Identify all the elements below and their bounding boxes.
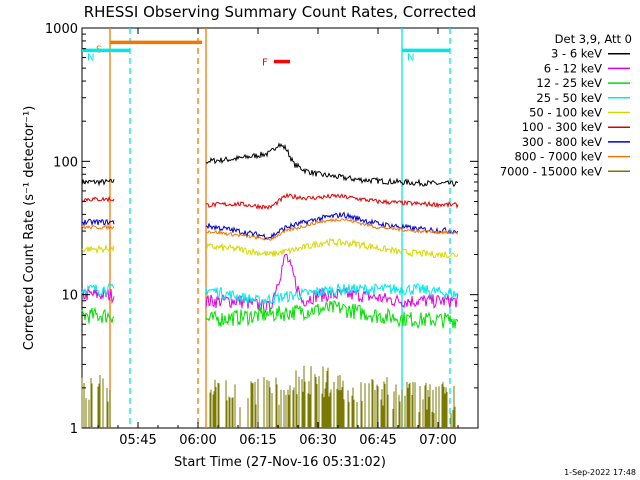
- y-tick-label: 10: [61, 289, 78, 304]
- series-group: [81, 142, 459, 428]
- series-25-50-kev-line: [81, 283, 115, 296]
- series-800-7000-kev-line: [81, 224, 115, 231]
- x-tick-label: 06:45: [359, 433, 396, 448]
- series-3-6-kev-line: [81, 178, 115, 187]
- annotation-f-label: F: [262, 58, 268, 69]
- annotation-n-label: N: [407, 52, 414, 63]
- series-12-25-kev-line: [81, 306, 115, 324]
- legend-label: 3 - 6 keV: [551, 47, 602, 61]
- plot-area: [81, 27, 479, 429]
- series-100-300-kev-line: [205, 192, 459, 211]
- legend-label: 6 - 12 keV: [544, 61, 602, 75]
- x-tick-label: 06:15: [239, 433, 276, 448]
- legend-header: Det 3,9, Att 0: [555, 32, 632, 46]
- series-300-800-kev-line: [205, 211, 459, 240]
- y-tick-label: 1: [70, 422, 78, 437]
- series-800-7000-kev-line: [205, 217, 459, 241]
- chart-title: RHESSI Observing Summary Count Rates, Co…: [84, 3, 477, 21]
- series-3-6-kev-line: [205, 142, 459, 188]
- legend-label: 7000 - 15000 keV: [500, 164, 602, 178]
- legend-label: 800 - 7000 keV: [514, 150, 602, 164]
- x-tick-label: 06:30: [299, 433, 336, 448]
- legend-label: 25 - 50 keV: [536, 91, 602, 105]
- footer-date: 1-Sep-2022 17:48: [564, 468, 636, 477]
- x-tick-label: 07:00: [419, 433, 456, 448]
- series-12-25-kev-line: [205, 300, 459, 330]
- x-axis: 05:45 06:00 06:15 06:30 06:45 07:00: [97, 28, 479, 448]
- annotation-n-label: N: [87, 52, 94, 63]
- series-50-100-kev-line: [81, 243, 115, 255]
- x-tick-label: 05:45: [119, 433, 156, 448]
- legend-label: 100 - 300 keV: [522, 120, 602, 134]
- y-axis-label: Corrected Count Rate (s⁻¹ detector⁻¹): [22, 106, 37, 351]
- series-25-50-kev-line: [205, 282, 459, 307]
- x-axis-label: Start Time (27-Nov-16 05:31:02): [174, 455, 386, 470]
- series-100-300-kev-line: [81, 196, 115, 203]
- plot-frame: [81, 27, 479, 429]
- y-axis: 1 10 100 1000: [45, 22, 478, 437]
- series-50-100-kev-line: [205, 237, 459, 259]
- series-300-800-kev-line: [81, 218, 115, 227]
- legend-label: 50 - 100 keV: [529, 106, 602, 120]
- legend-label: 300 - 800 keV: [522, 135, 602, 149]
- annotation-group: SNNF: [82, 40, 450, 69]
- y-tick-label: 100: [53, 155, 78, 170]
- legend-label: 12 - 25 keV: [536, 76, 602, 90]
- y-tick-label: 1000: [45, 22, 78, 37]
- x-tick-label: 06:00: [179, 433, 216, 448]
